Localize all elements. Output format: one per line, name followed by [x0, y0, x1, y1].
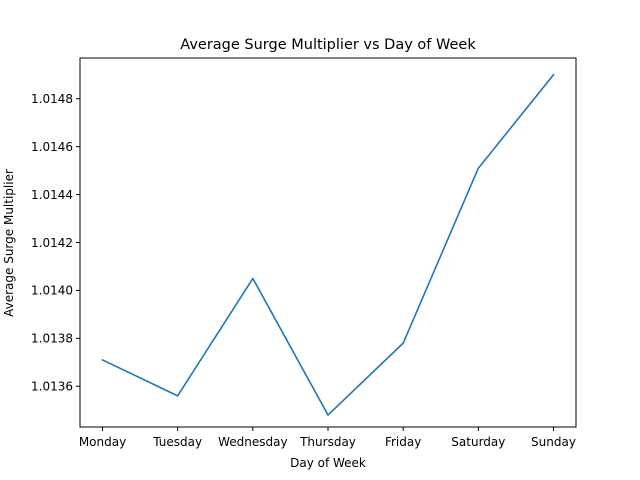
x-tick-label: Thursday [299, 435, 356, 449]
x-tick-label: Wednesday [218, 435, 287, 449]
y-tick-label: 1.0136 [31, 380, 73, 394]
x-tick-label: Monday [79, 435, 126, 449]
y-tick-label: 1.0140 [31, 284, 73, 298]
x-tick-label: Sunday [531, 435, 576, 449]
y-tick-label: 1.0138 [31, 332, 73, 346]
chart-title: Average Surge Multiplier vs Day of Week [180, 37, 476, 53]
x-tick-label: Friday [385, 435, 421, 449]
x-axis-label: Day of Week [290, 456, 366, 470]
y-tick-label: 1.0142 [31, 236, 73, 250]
plot-area: Monday Tuesday Wednesday Thursday Friday Satu… [31, 57, 577, 449]
x-tick-label: Tuesday [152, 435, 202, 449]
y-tick-label: 1.0148 [31, 92, 73, 106]
y-axis-label: Average Surge Multiplier [2, 169, 16, 317]
x-tick-label: Saturday [451, 435, 505, 449]
y-tick-label: 1.0146 [31, 140, 73, 154]
y-tick-label: 1.0144 [31, 188, 73, 202]
